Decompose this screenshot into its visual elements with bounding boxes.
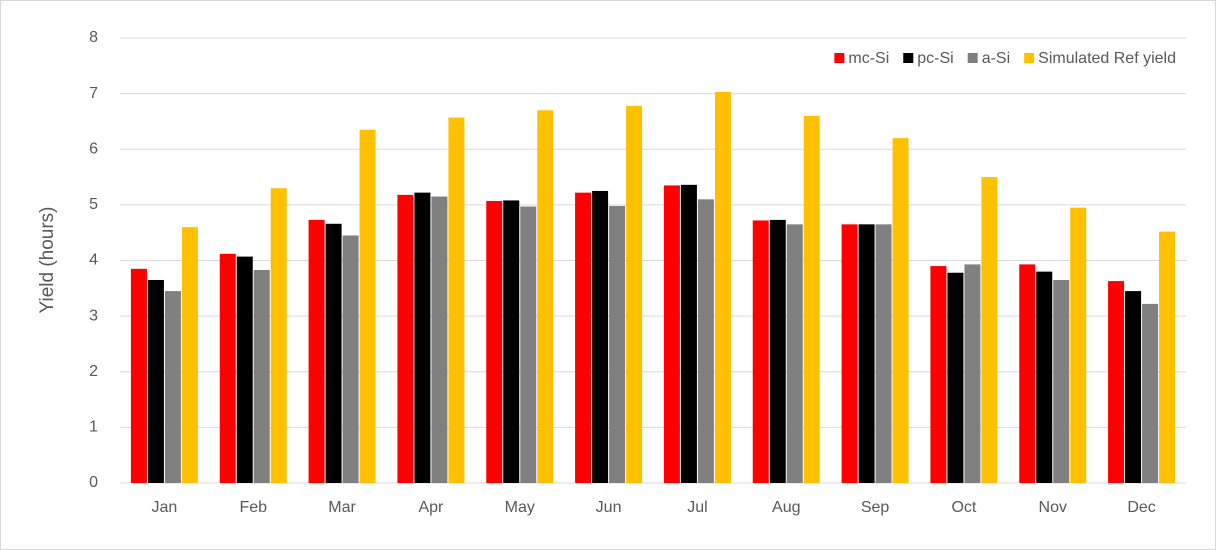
bar: [786, 224, 803, 483]
bar: [414, 192, 431, 483]
bar: [875, 224, 892, 483]
x-tick-label: Oct: [951, 499, 976, 516]
legend-swatch: [834, 53, 845, 63]
bar: [520, 206, 537, 483]
x-tick-label: Jul: [687, 499, 707, 516]
x-tick-label: Dec: [1127, 499, 1155, 516]
x-tick-label: Mar: [328, 499, 356, 516]
bar: [1019, 264, 1036, 483]
bar: [342, 235, 359, 483]
bar: [130, 268, 147, 483]
y-tick-label: 4: [89, 252, 98, 269]
y-tick-label: 0: [89, 474, 98, 491]
bar: [714, 91, 731, 484]
y-tick-label: 7: [89, 85, 98, 102]
y-tick-label: 1: [89, 419, 98, 436]
bar: [769, 219, 786, 484]
bar: [1070, 207, 1087, 483]
bar: [431, 196, 448, 483]
bar: [663, 185, 680, 483]
legend-label: a-Si: [982, 50, 1010, 67]
y-tick-label: 2: [89, 363, 98, 380]
bar: [219, 253, 236, 483]
bar: [448, 117, 465, 483]
bar: [1108, 281, 1125, 483]
bar: [592, 190, 609, 483]
y-tick-label: 6: [89, 140, 98, 157]
bar: [892, 138, 909, 483]
bar: [803, 115, 820, 483]
bar: [930, 266, 947, 483]
x-tick-label: Sep: [861, 499, 890, 516]
bar: [503, 200, 520, 484]
legend-label: mc-Si: [848, 50, 889, 67]
bar: [1142, 303, 1159, 483]
x-tick-label: Feb: [239, 499, 267, 516]
y-tick-label: 5: [89, 196, 98, 213]
bar: [270, 188, 287, 483]
bar: [397, 194, 414, 484]
legend-swatch: [903, 53, 914, 63]
bar: [626, 105, 643, 484]
bar: [253, 269, 270, 483]
bar: [1053, 279, 1070, 483]
bar: [1125, 291, 1142, 483]
legend-swatch: [1024, 53, 1035, 63]
bar: [981, 177, 998, 483]
bar: [947, 272, 964, 483]
bar: [325, 223, 342, 483]
bar: [236, 256, 253, 483]
bar: [181, 227, 198, 483]
bar: [858, 224, 875, 483]
bar: [164, 291, 181, 483]
bar: [486, 200, 503, 483]
bar: [575, 192, 592, 483]
x-tick-label: Jan: [152, 499, 178, 516]
bar: [752, 220, 769, 483]
x-tick-label: Aug: [772, 499, 800, 516]
y-axis-label: Yield (hours): [37, 206, 58, 313]
legend-label: Simulated Ref yield: [1038, 50, 1176, 67]
bar: [680, 184, 697, 483]
bar: [841, 224, 858, 483]
bar: [537, 110, 554, 483]
x-tick-label: May: [505, 499, 535, 516]
bar: [1159, 231, 1176, 483]
legend-swatch: [967, 53, 978, 63]
y-tick-label: 8: [89, 29, 98, 46]
bar: [308, 219, 325, 484]
x-tick-label: Jun: [596, 499, 622, 516]
x-tick-label: Nov: [1039, 499, 1067, 516]
y-tick-label: 3: [89, 307, 98, 324]
legend-label: pc-Si: [917, 50, 953, 67]
bar: [697, 199, 714, 483]
bar: [359, 129, 376, 483]
bar: [609, 205, 626, 484]
x-tick-label: Apr: [418, 499, 444, 516]
bar: [1036, 271, 1053, 483]
bar: [147, 279, 164, 483]
bar: [964, 264, 981, 483]
